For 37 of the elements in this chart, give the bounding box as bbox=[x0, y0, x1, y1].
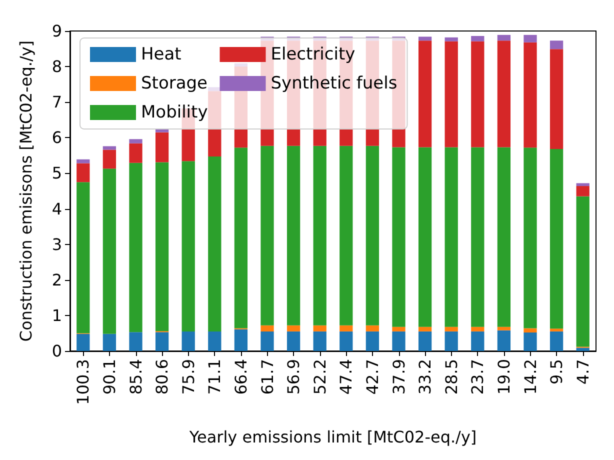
legend-label: Electricity bbox=[270, 44, 356, 64]
x-tick-label: 42.7 bbox=[362, 359, 382, 395]
x-tick-label: 71.1 bbox=[205, 359, 224, 395]
x-tick-label: 19.0 bbox=[494, 359, 514, 395]
y-tick-label: 6 bbox=[52, 128, 62, 148]
y-tick-label: 3 bbox=[52, 234, 62, 254]
x-tick-label: 23.7 bbox=[468, 359, 488, 395]
x-tick-label: 4.7 bbox=[573, 359, 592, 384]
y-tick-label: 8 bbox=[52, 57, 62, 76]
x-tick-label: 9.5 bbox=[547, 359, 566, 384]
x-tick-label: 90.1 bbox=[100, 359, 119, 395]
x-tick-label: 100.3 bbox=[74, 359, 93, 405]
legend-label: Storage bbox=[141, 74, 208, 94]
x-tick-label: 61.7 bbox=[258, 359, 277, 395]
x-tick-label: 52.2 bbox=[310, 359, 330, 395]
x-tick-label: 80.6 bbox=[152, 359, 172, 395]
y-tick-label: 5 bbox=[52, 164, 62, 183]
y-axis-title: Construction emisisons [MtC02-eq./y] bbox=[16, 40, 36, 342]
y-tick-label: 0 bbox=[52, 342, 62, 360]
x-tick-label: 47.4 bbox=[336, 359, 356, 395]
y-tick-label: 7 bbox=[52, 92, 62, 112]
x-tick-label: 66.4 bbox=[231, 359, 250, 395]
legend-label: Synthetic fuels bbox=[270, 74, 398, 94]
x-tick-label: 56.9 bbox=[284, 359, 304, 395]
y-tick-label: 2 bbox=[52, 270, 62, 290]
x-tick-label: 14.2 bbox=[520, 359, 540, 395]
x-tick-label: 28.5 bbox=[442, 359, 461, 395]
x-tick-label: 33.2 bbox=[416, 359, 435, 395]
x-tick-label: 85.4 bbox=[126, 359, 146, 395]
legend-label: Heat bbox=[141, 44, 182, 64]
x-axis-title: Yearly emissions limit [MtC02-eq./y] bbox=[188, 428, 477, 446]
y-tick-label: 1 bbox=[52, 306, 62, 325]
y-tick-label: 9 bbox=[52, 22, 62, 40]
x-tick-label: 75.9 bbox=[178, 359, 198, 395]
legend-label: Mobility bbox=[141, 102, 208, 122]
y-tick-label: 4 bbox=[52, 199, 62, 218]
x-tick-label: 37.9 bbox=[389, 359, 408, 395]
